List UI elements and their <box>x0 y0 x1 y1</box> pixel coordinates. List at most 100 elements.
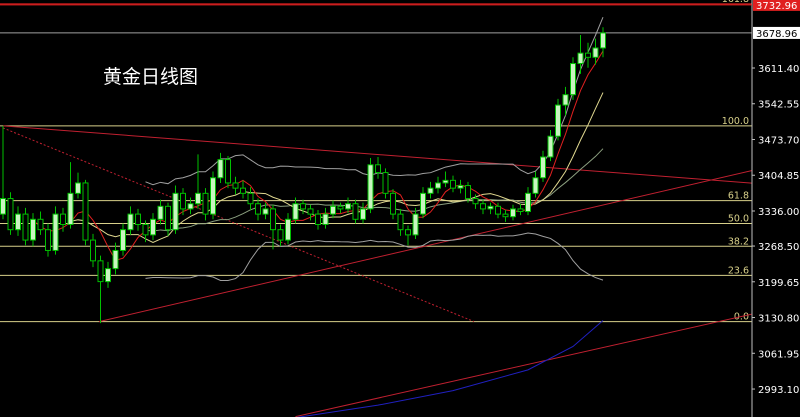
candle-body <box>465 185 471 200</box>
candle-body <box>97 260 104 283</box>
candle <box>540 150 546 182</box>
fib-level-label: 38.2 <box>728 236 749 247</box>
chart-title: 黄金日线图 <box>103 66 199 88</box>
candle <box>105 261 111 288</box>
candle-body <box>112 249 119 270</box>
candle <box>285 213 291 245</box>
price-axis-label: 3061.95 <box>758 349 799 360</box>
candle-body <box>495 205 501 215</box>
candle-body <box>52 213 59 251</box>
candle <box>187 197 194 215</box>
candle-body <box>480 203 486 210</box>
candle-body <box>22 213 29 241</box>
candle-body <box>360 208 366 220</box>
candle-body <box>577 52 584 65</box>
candle-body <box>442 179 449 184</box>
candle-body <box>172 192 179 231</box>
candle-body <box>562 94 569 106</box>
candle <box>292 197 299 224</box>
candle <box>195 154 201 209</box>
candle-body <box>285 218 291 241</box>
candle <box>157 199 164 225</box>
candle <box>322 207 329 229</box>
candle <box>577 34 584 74</box>
candle <box>165 202 171 236</box>
candle <box>375 156 381 179</box>
candle-body <box>292 203 299 220</box>
candle-body <box>7 198 14 231</box>
candle-body <box>15 213 21 231</box>
candle-body <box>270 208 276 231</box>
price-axis-label: 3404.85 <box>758 171 799 182</box>
candle-body <box>315 213 321 225</box>
candle <box>337 202 344 214</box>
candle-body <box>157 205 164 220</box>
candle-body <box>472 198 479 205</box>
candle <box>427 181 434 199</box>
candle <box>502 209 509 222</box>
fib-level-label: 0.0 <box>734 312 749 323</box>
candle-body <box>135 213 141 225</box>
candle <box>412 207 419 240</box>
candle <box>510 204 516 221</box>
candle-body <box>510 208 516 218</box>
candle-body <box>375 164 381 174</box>
candle <box>487 202 494 215</box>
candle-body <box>420 192 426 215</box>
candle <box>315 209 321 230</box>
candle-body <box>547 135 554 158</box>
candle <box>532 171 539 198</box>
candle <box>382 168 389 199</box>
fib-level-label: 100.0 <box>722 116 749 127</box>
trendline <box>2 125 791 187</box>
candle-body <box>345 203 351 210</box>
candle <box>97 255 104 324</box>
bollinger-upper-band <box>145 16 604 186</box>
candle <box>600 27 606 58</box>
candle-body <box>367 164 374 210</box>
candle-body <box>300 203 306 210</box>
fib-level-label: 161.8 <box>722 0 749 5</box>
candle-body <box>262 208 269 215</box>
candle <box>450 175 456 193</box>
candle <box>435 176 441 194</box>
trendline <box>2 127 475 323</box>
candle-body <box>382 172 389 194</box>
candle <box>277 224 284 247</box>
candle <box>210 171 216 220</box>
candle <box>232 176 239 195</box>
candle-body <box>517 208 524 213</box>
candle <box>397 208 404 236</box>
candle-body <box>240 187 246 194</box>
candle <box>480 199 486 215</box>
candle-body <box>165 205 171 231</box>
candle-body <box>232 182 239 189</box>
candle <box>547 129 554 162</box>
bollinger-lower-band <box>145 232 604 281</box>
candle-body <box>45 229 51 251</box>
candle <box>592 38 599 65</box>
target-price-badge <box>753 0 800 11</box>
candle <box>135 208 141 231</box>
candle-body <box>457 185 464 189</box>
candle <box>345 197 351 214</box>
candle <box>367 158 374 214</box>
candle <box>225 155 231 189</box>
candle-body <box>570 63 576 96</box>
candle-body <box>307 208 314 215</box>
candle <box>360 202 366 224</box>
candle <box>570 57 576 100</box>
price-axis-label: 3473.70 <box>758 135 799 146</box>
candle-body <box>592 47 599 58</box>
candle-body <box>555 104 561 137</box>
candle <box>420 187 426 219</box>
candle <box>247 187 254 210</box>
candle <box>127 206 134 235</box>
candle-body <box>397 213 404 231</box>
candle <box>0 125 6 220</box>
candle <box>330 200 336 219</box>
candle-body <box>150 218 156 236</box>
candle-body <box>217 159 224 179</box>
candle <box>217 152 224 183</box>
